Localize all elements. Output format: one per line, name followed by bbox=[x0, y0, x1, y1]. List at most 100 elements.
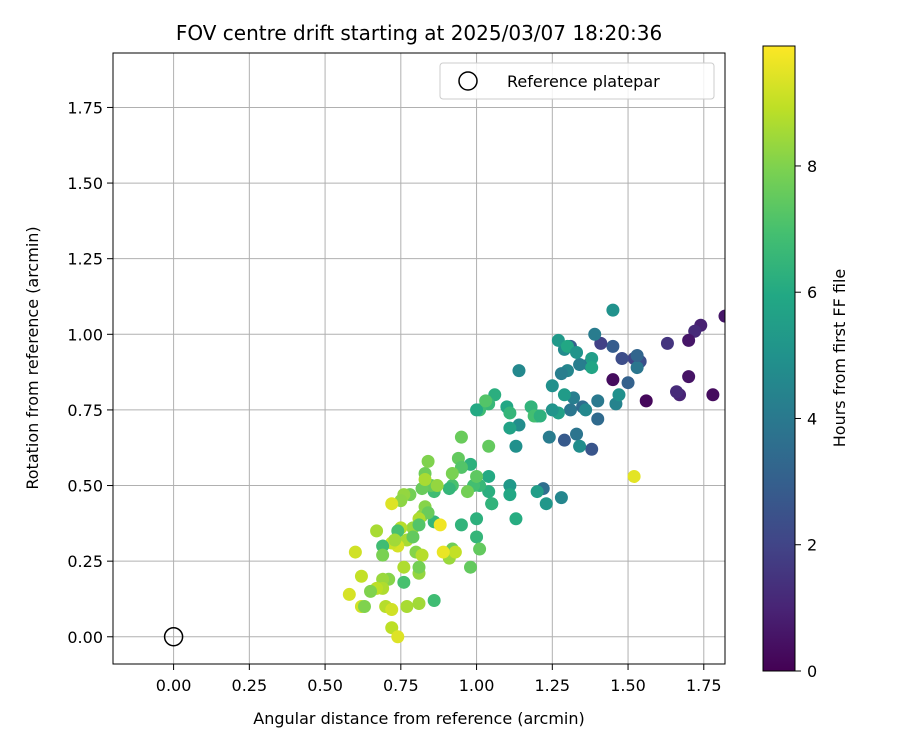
grid-lines bbox=[113, 53, 725, 664]
reference-point-marker bbox=[163, 627, 184, 647]
x-tick-label: 0.00 bbox=[156, 676, 192, 695]
y-axis-label: Rotation from reference (arcmin) bbox=[23, 226, 42, 489]
data-point bbox=[612, 388, 626, 402]
data-point bbox=[376, 548, 390, 562]
data-point bbox=[460, 485, 474, 499]
y-tick-label: 0.25 bbox=[67, 552, 103, 571]
data-point bbox=[470, 512, 484, 526]
data-point bbox=[545, 379, 559, 393]
data-point bbox=[397, 560, 411, 574]
data-point bbox=[639, 394, 653, 408]
data-point bbox=[682, 333, 696, 347]
data-point bbox=[430, 479, 444, 493]
colorbar-tick-label: 6 bbox=[807, 283, 817, 302]
y-tick-label: 0.50 bbox=[67, 477, 103, 496]
colorbar: 0 2 4 6 8 Hours from first FF file bbox=[762, 45, 849, 681]
data-point bbox=[542, 430, 556, 444]
data-point bbox=[573, 439, 587, 453]
data-point bbox=[397, 575, 411, 589]
data-point bbox=[660, 336, 674, 350]
x-tick-label: 1.00 bbox=[459, 676, 495, 695]
data-point bbox=[539, 497, 553, 511]
legend-box bbox=[439, 62, 715, 100]
data-point bbox=[606, 373, 620, 387]
data-point bbox=[615, 352, 629, 365]
data-point bbox=[557, 433, 571, 447]
data-point bbox=[579, 403, 593, 417]
y-tick-label: 1.50 bbox=[67, 174, 103, 193]
data-point bbox=[591, 394, 605, 408]
data-point bbox=[376, 539, 390, 553]
colorbar-tick-label: 0 bbox=[807, 662, 817, 681]
data-point bbox=[482, 469, 496, 483]
data-point bbox=[433, 518, 447, 532]
data-point bbox=[503, 488, 517, 502]
x-tick-label: 1.50 bbox=[610, 676, 646, 695]
colorbar-tick-label: 4 bbox=[807, 409, 817, 428]
data-point bbox=[415, 548, 429, 562]
data-point bbox=[464, 560, 478, 574]
data-point bbox=[557, 388, 571, 402]
x-axis-label: Angular distance from reference (arcmin) bbox=[253, 709, 584, 728]
plot-frame bbox=[112, 52, 726, 665]
colorbar-tick-label: 8 bbox=[807, 157, 817, 176]
data-point bbox=[530, 485, 544, 499]
scatter-points bbox=[342, 303, 725, 644]
data-point bbox=[670, 385, 684, 399]
data-point bbox=[385, 497, 399, 511]
colorbar-ticks: 0 2 4 6 8 bbox=[795, 157, 817, 681]
data-point bbox=[470, 530, 484, 544]
data-point bbox=[418, 472, 432, 486]
y-tick-label: 1.25 bbox=[67, 250, 103, 269]
data-point bbox=[585, 352, 599, 365]
x-tick-label: 0.50 bbox=[307, 676, 343, 695]
data-point bbox=[412, 518, 426, 532]
legend-label: Reference platepar bbox=[507, 72, 660, 91]
data-point bbox=[473, 542, 487, 556]
data-point bbox=[357, 600, 371, 614]
data-point bbox=[479, 394, 493, 408]
data-point bbox=[533, 409, 547, 423]
data-point bbox=[682, 370, 696, 384]
x-tick-label: 1.75 bbox=[686, 676, 722, 695]
data-point bbox=[545, 403, 559, 417]
data-point bbox=[391, 630, 405, 644]
data-point bbox=[570, 345, 584, 359]
data-point bbox=[454, 518, 468, 532]
data-point bbox=[364, 584, 378, 598]
data-point bbox=[436, 545, 450, 559]
data-point bbox=[485, 497, 499, 511]
data-point bbox=[718, 309, 725, 323]
y-tick-label: 0.00 bbox=[67, 628, 103, 647]
data-point bbox=[627, 469, 641, 483]
data-point bbox=[427, 593, 441, 607]
data-point bbox=[509, 512, 523, 526]
data-point bbox=[348, 545, 362, 559]
data-point bbox=[573, 358, 587, 372]
data-point bbox=[354, 569, 368, 583]
data-point bbox=[585, 361, 599, 375]
data-point bbox=[630, 348, 644, 362]
data-point bbox=[512, 364, 526, 378]
data-point bbox=[621, 376, 635, 390]
x-tick-label: 1.25 bbox=[534, 676, 570, 695]
y-tick-label: 1.75 bbox=[67, 98, 103, 117]
data-point bbox=[470, 469, 484, 483]
data-point bbox=[503, 421, 517, 435]
legend: Reference platepar bbox=[439, 62, 715, 100]
x-tick-label: 0.25 bbox=[232, 676, 268, 695]
data-point bbox=[563, 403, 577, 417]
data-point bbox=[570, 427, 584, 441]
data-point bbox=[503, 479, 517, 493]
data-point bbox=[509, 439, 523, 453]
data-point bbox=[412, 560, 426, 574]
data-point bbox=[482, 439, 496, 453]
data-point bbox=[588, 327, 602, 341]
colorbar-gradient bbox=[762, 45, 796, 672]
data-point bbox=[385, 603, 399, 617]
data-point bbox=[454, 430, 468, 444]
y-tick-label: 0.75 bbox=[67, 401, 103, 420]
data-point bbox=[400, 600, 414, 614]
y-axis-ticks: 0.00 0.25 0.50 0.75 1.00 1.25 1.50 1.75 bbox=[67, 98, 113, 647]
